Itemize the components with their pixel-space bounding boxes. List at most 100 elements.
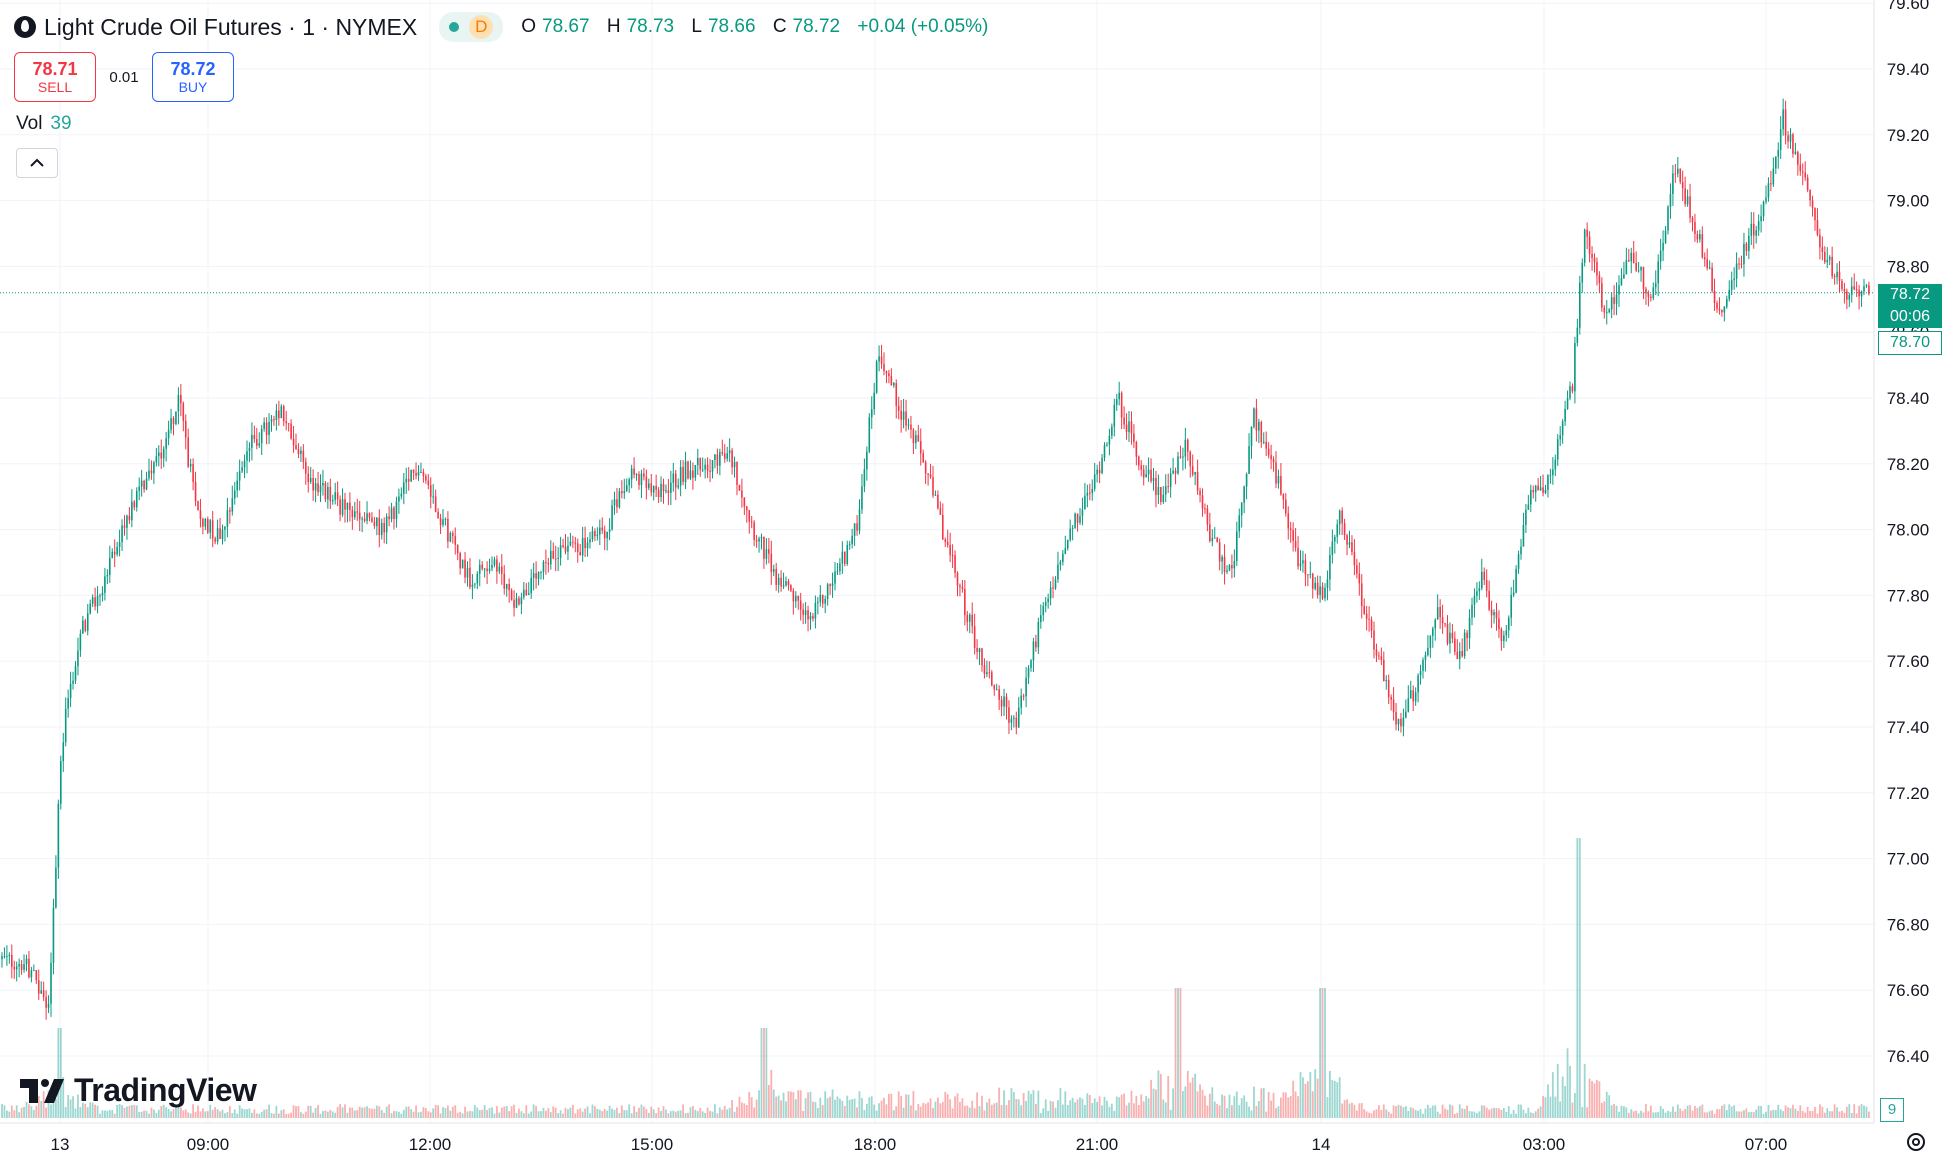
volume-bar <box>145 1110 148 1118</box>
volume-bar <box>356 1110 359 1118</box>
volume-bar <box>260 1111 263 1118</box>
volume-bar <box>721 1109 724 1118</box>
candle-body <box>187 437 189 467</box>
candle-body <box>15 966 18 970</box>
candle-body <box>459 553 461 569</box>
volume-bar <box>1630 1109 1633 1118</box>
volume-bar <box>1642 1112 1645 1118</box>
volume-bar <box>505 1105 508 1118</box>
candle-body <box>135 490 138 508</box>
candle-body <box>1789 134 1792 142</box>
candle-body <box>256 439 258 446</box>
candle-body <box>77 650 79 667</box>
candle-body <box>454 536 457 545</box>
candle-body <box>1760 216 1762 222</box>
volume-bar <box>1020 1105 1023 1118</box>
volume-bar <box>679 1110 682 1118</box>
candle-body <box>670 482 672 493</box>
volume-bar <box>1596 1079 1598 1118</box>
volume-bar <box>160 1106 163 1118</box>
time-tick-label: 13 <box>51 1135 70 1154</box>
collapse-legend-button[interactable] <box>16 148 58 178</box>
volume-bar <box>319 1113 322 1118</box>
volume-bar <box>300 1112 302 1118</box>
candle-body <box>875 361 878 393</box>
candle-body <box>1042 606 1045 616</box>
candle-body <box>1172 470 1174 474</box>
volume-bar <box>32 1110 35 1118</box>
volume-bar <box>1684 1108 1687 1118</box>
candle-body <box>1155 477 1157 495</box>
candle-body <box>1730 280 1733 290</box>
candle-body <box>268 421 270 435</box>
volume-bar <box>1191 1077 1194 1118</box>
candle-body <box>1096 469 1098 475</box>
volume-bar <box>1042 1108 1045 1118</box>
volume-bar <box>1654 1112 1657 1118</box>
volume-bar <box>924 1103 927 1118</box>
volume-bar <box>569 1107 572 1118</box>
candle-body <box>312 478 314 491</box>
volume-bar <box>1613 1103 1615 1118</box>
volume-bar <box>1811 1111 1814 1118</box>
candle-body <box>1245 473 1248 487</box>
candle-body <box>1574 342 1576 392</box>
volume-bar <box>442 1107 444 1118</box>
candle-body <box>1635 263 1637 271</box>
candle-body <box>606 531 608 539</box>
volume-bar <box>1387 1111 1390 1118</box>
candle-body <box>1213 537 1216 539</box>
volume-bar <box>1049 1100 1052 1118</box>
candle-body <box>1552 469 1554 476</box>
symbol-title[interactable]: Light Crude Oil Futures · 1 · NYMEX <box>44 13 418 40</box>
volume-bar <box>449 1110 452 1118</box>
candle-body <box>1392 699 1395 713</box>
bid-price-label[interactable]: 78.70 <box>1878 331 1942 355</box>
volume-bar <box>1534 1111 1537 1118</box>
volume-bar <box>767 1085 770 1118</box>
tradingview-logo[interactable]: TradingView <box>20 1072 257 1109</box>
candle-body <box>118 542 121 547</box>
last-price-label[interactable]: 78.72 <box>1878 284 1942 306</box>
price-axis[interactable]: 76.4076.6076.8077.0077.2077.4077.6077.80… <box>1887 0 1930 1066</box>
candle-body <box>1005 696 1008 708</box>
volume-bar <box>1801 1110 1804 1118</box>
volume-bar <box>1064 1091 1067 1118</box>
candle-body <box>18 964 20 967</box>
volume-bar <box>804 1098 807 1118</box>
volume-bar <box>1745 1108 1748 1118</box>
candle-body <box>1101 457 1103 474</box>
candle-body <box>1020 695 1022 708</box>
volume-bar <box>601 1111 604 1118</box>
candle-body <box>1353 552 1356 566</box>
candle-body <box>934 494 937 496</box>
volume-bar <box>268 1104 270 1118</box>
candle-body <box>1260 421 1263 443</box>
volume-bar <box>1294 1091 1297 1118</box>
volume-bar <box>1123 1093 1125 1118</box>
volume-bar <box>437 1105 439 1118</box>
candle-body <box>1223 556 1226 572</box>
sell-button[interactable]: 78.71 SELL <box>14 52 96 102</box>
candle-body <box>1174 470 1177 474</box>
volume-bar <box>1297 1096 1299 1118</box>
candle-body <box>488 568 491 572</box>
candle-body <box>883 363 885 372</box>
candle-body <box>1265 441 1267 449</box>
volume-bar <box>726 1109 729 1118</box>
candle-body <box>910 424 912 430</box>
buy-button[interactable]: 78.72 BUY <box>152 52 234 102</box>
spread-value: 0.01 <box>109 68 139 86</box>
candle-body <box>1076 513 1079 523</box>
volume-legend[interactable]: Vol 39 <box>16 113 72 135</box>
volume-bar <box>934 1101 937 1118</box>
volume-bar <box>1686 1105 1689 1118</box>
delayed-data-badge[interactable]: D <box>469 15 494 39</box>
settings-gear-icon[interactable] <box>1904 1130 1928 1154</box>
market-status-pill[interactable]: D <box>439 12 504 42</box>
volume-bar <box>1008 1100 1010 1118</box>
volume-bar <box>1417 1110 1419 1118</box>
time-axis[interactable]: 13 09:00 12:00 15:00 18:00 21:00 14 03:00 07:00 <box>51 1135 1788 1154</box>
candle-body <box>790 585 792 591</box>
